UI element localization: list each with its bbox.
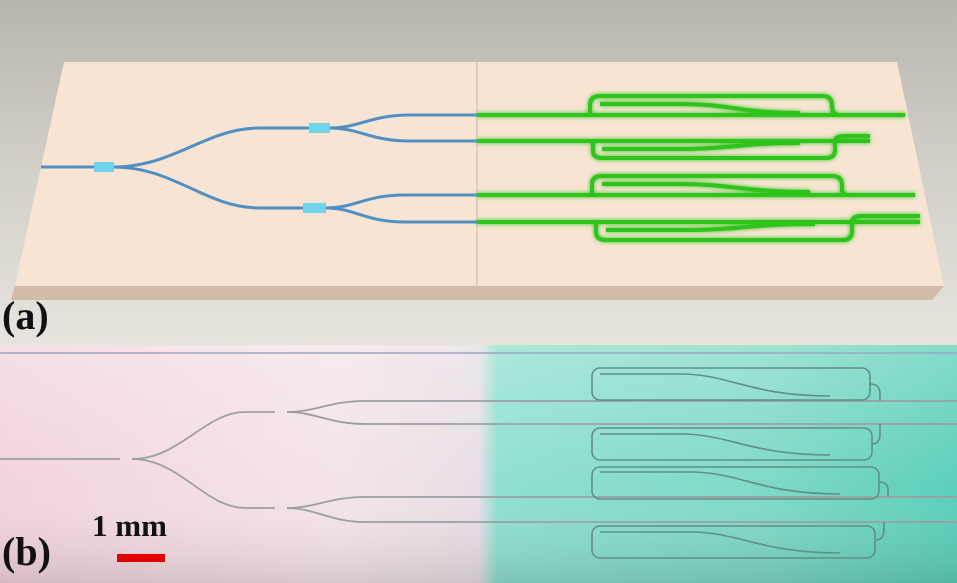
coupler-1x2-main: [94, 162, 114, 172]
scale-bar: [117, 554, 165, 562]
scale-bar-label: 1 mm: [92, 508, 167, 543]
panel-b-label: (b): [2, 529, 51, 574]
blue-waveguide-tree: [41, 113, 477, 224]
coupler-1x2-lower: [303, 203, 326, 213]
photo-waveguide-tree: [0, 400, 957, 523]
panel-b-shading: [0, 345, 957, 583]
chip-front-face: [11, 286, 944, 300]
photo-mzi-array: [591, 367, 889, 559]
green-mzi-array: [477, 94, 920, 242]
coupler-1x2-upper: [309, 123, 330, 133]
panel-b: [0, 345, 957, 583]
panel-a-label: (a): [2, 293, 49, 338]
panel-a: [0, 0, 957, 345]
